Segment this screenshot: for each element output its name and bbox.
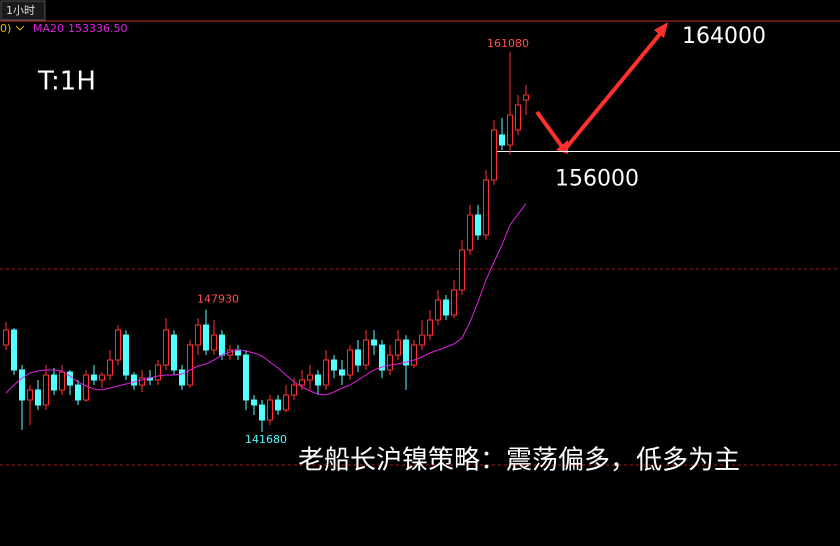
- candle-body: [11, 329, 17, 371]
- candle-body: [331, 359, 337, 371]
- candle-body: [315, 374, 321, 386]
- candle-body: [43, 374, 49, 406]
- candle-body: [435, 299, 441, 321]
- candle-body: [219, 334, 225, 356]
- dropdown-icon[interactable]: [15, 25, 25, 31]
- candle-body: [499, 134, 505, 146]
- candle-body: [27, 389, 33, 401]
- candle-body: [387, 354, 393, 371]
- candle-body: [339, 369, 345, 376]
- candle-body: [171, 334, 177, 371]
- candle-body: [275, 399, 281, 411]
- candle-body: [107, 359, 113, 376]
- candle-body: [347, 349, 353, 376]
- candle-body: [19, 369, 25, 401]
- candle-body: [115, 329, 121, 361]
- candle-body: [251, 399, 257, 406]
- candle-body: [3, 329, 9, 346]
- candle-body: [467, 214, 473, 251]
- timeframe-label: T:1H: [37, 67, 96, 97]
- candle-body: [123, 334, 129, 376]
- candle-body: [139, 377, 145, 386]
- target-label: 164000: [682, 24, 766, 49]
- support-label: 156000: [555, 167, 639, 192]
- candle-body: [307, 374, 313, 381]
- candle-body: [59, 371, 65, 391]
- candle-body: [187, 344, 193, 386]
- high-label: 161080: [487, 37, 529, 50]
- candle-body: [99, 374, 105, 381]
- candle-body: [91, 374, 97, 381]
- low-label: 141680: [245, 433, 287, 446]
- candle-body: [507, 114, 513, 146]
- candle-body: [51, 374, 57, 391]
- candle-body: [211, 334, 217, 351]
- ma-legend-name: MA20: [33, 22, 64, 35]
- ma-legend-value: 153336.50: [68, 22, 128, 35]
- candle-body: [35, 389, 41, 406]
- strategy-text: 老船长沪镍策略：震荡偏多，低多为主: [298, 446, 740, 476]
- candle-body: [451, 289, 457, 316]
- candle-body: [355, 349, 361, 366]
- candle-body: [483, 179, 489, 236]
- candle-body: [515, 104, 521, 131]
- candle-body: [323, 359, 329, 386]
- candle-body: [371, 339, 377, 346]
- candle-body: [243, 354, 249, 401]
- candle-body: [491, 129, 497, 181]
- candle-body: [155, 364, 161, 381]
- candle-body: [195, 324, 201, 346]
- candle-body: [75, 384, 81, 401]
- period-tab[interactable]: 1小时: [6, 4, 35, 17]
- tab-box[interactable]: [0, 0, 46, 21]
- candle-body: [363, 339, 369, 366]
- param-text: 0): [0, 22, 11, 35]
- candle-body: [379, 344, 385, 371]
- candle-body: [475, 214, 481, 236]
- candle-body: [83, 374, 89, 401]
- candle-body: [267, 399, 273, 421]
- candle-body: [427, 319, 433, 336]
- forecast-arrows: [535, 22, 668, 154]
- candle-body: [291, 384, 297, 396]
- candle-body: [131, 374, 137, 386]
- candle-body: [443, 299, 449, 316]
- candle-body: [67, 371, 73, 386]
- candle-body: [203, 324, 209, 351]
- local-high-label: 147930: [197, 293, 239, 306]
- ma-line: [5, 203, 527, 396]
- candle-body: [411, 344, 417, 366]
- candle-body: [299, 379, 305, 386]
- candle-body: [523, 94, 529, 101]
- candle-body: [283, 394, 289, 411]
- candle-body: [179, 369, 185, 386]
- candle-body: [259, 404, 265, 421]
- candle-body: [459, 249, 465, 291]
- candle-body: [163, 329, 169, 366]
- candle-body: [403, 339, 409, 366]
- candle-body: [419, 334, 425, 346]
- candle-body: [395, 339, 401, 356]
